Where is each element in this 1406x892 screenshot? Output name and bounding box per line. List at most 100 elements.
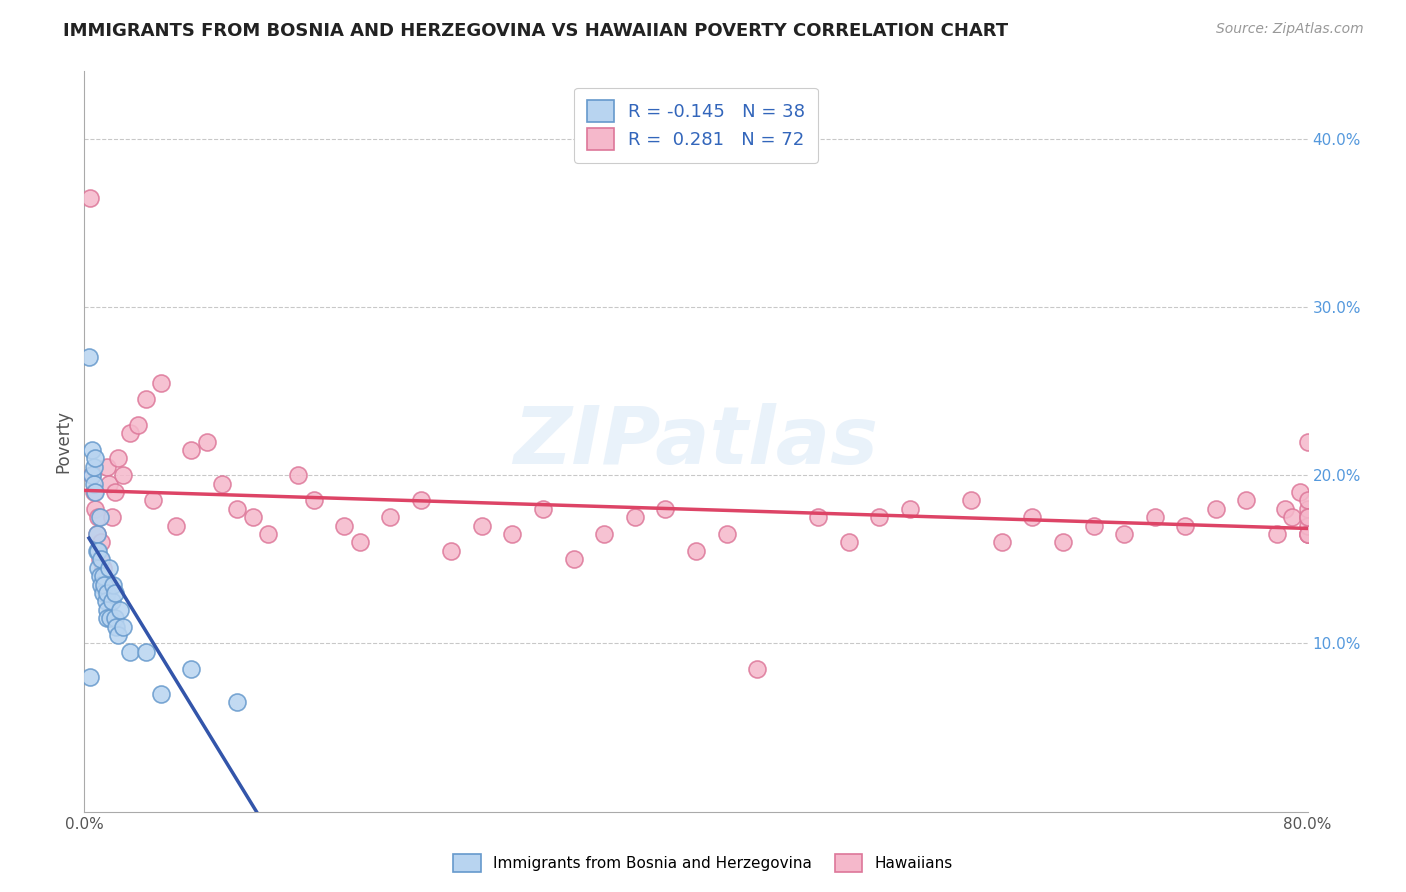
- Point: [1021, 510, 1043, 524]
- Point: [142, 493, 165, 508]
- Y-axis label: Poverty: Poverty: [55, 410, 73, 473]
- Point: [104, 586, 127, 600]
- Point: [1114, 527, 1136, 541]
- Point: [93, 577, 115, 591]
- Text: IMMIGRANTS FROM BOSNIA AND HERZEGOVINA VS HAWAIIAN POVERTY CORRELATION CHART: IMMIGRANTS FROM BOSNIA AND HERZEGOVINA V…: [63, 22, 1008, 40]
- Point: [1083, 518, 1105, 533]
- Point: [226, 695, 249, 709]
- Legend: Immigrants from Bosnia and Herzegovina, Hawaiians: Immigrants from Bosnia and Herzegovina, …: [446, 846, 960, 880]
- Point: [149, 376, 172, 390]
- Point: [195, 434, 218, 449]
- Point: [79, 670, 101, 684]
- Point: [104, 485, 127, 500]
- Text: ZIPatlas: ZIPatlas: [513, 402, 879, 481]
- Point: [135, 392, 157, 407]
- Point: [94, 594, 117, 608]
- Point: [349, 535, 371, 549]
- Point: [180, 442, 202, 457]
- Point: [120, 426, 142, 441]
- Legend: R = -0.145   N = 38, R =  0.281   N = 72: R = -0.145 N = 38, R = 0.281 N = 72: [574, 87, 818, 162]
- Point: [84, 485, 107, 500]
- Point: [79, 190, 101, 204]
- Point: [1052, 535, 1074, 549]
- Point: [1174, 518, 1197, 533]
- Point: [1296, 501, 1319, 516]
- Point: [180, 662, 202, 676]
- Point: [107, 451, 129, 466]
- Text: Source: ZipAtlas.com: Source: ZipAtlas.com: [1216, 22, 1364, 37]
- Point: [120, 645, 142, 659]
- Point: [624, 510, 647, 524]
- Point: [96, 611, 118, 625]
- Point: [86, 527, 108, 541]
- Point: [1296, 510, 1319, 524]
- Point: [471, 518, 494, 533]
- Point: [87, 510, 110, 524]
- Point: [77, 351, 100, 365]
- Point: [807, 510, 830, 524]
- Point: [409, 493, 432, 508]
- Point: [96, 459, 118, 474]
- Point: [1296, 510, 1319, 524]
- Point: [80, 468, 103, 483]
- Point: [89, 510, 111, 524]
- Point: [685, 544, 707, 558]
- Point: [1296, 527, 1319, 541]
- Point: [747, 662, 769, 676]
- Point: [111, 468, 134, 483]
- Point: [1296, 518, 1319, 533]
- Point: [86, 527, 108, 541]
- Point: [211, 476, 233, 491]
- Point: [90, 535, 112, 549]
- Point: [242, 510, 264, 524]
- Point: [1289, 485, 1312, 500]
- Point: [90, 552, 112, 566]
- Point: [440, 544, 463, 558]
- Point: [90, 577, 112, 591]
- Point: [333, 518, 356, 533]
- Point: [135, 645, 157, 659]
- Point: [87, 544, 110, 558]
- Point: [91, 560, 114, 574]
- Point: [87, 560, 110, 574]
- Point: [991, 535, 1014, 549]
- Point: [716, 527, 738, 541]
- Point: [1274, 501, 1296, 516]
- Point: [226, 501, 249, 516]
- Point: [1236, 493, 1258, 508]
- Point: [1205, 501, 1227, 516]
- Point: [104, 611, 127, 625]
- Point: [89, 552, 111, 566]
- Point: [562, 552, 585, 566]
- Point: [83, 485, 105, 500]
- Point: [1296, 527, 1319, 541]
- Point: [84, 451, 107, 466]
- Point: [380, 510, 402, 524]
- Point: [98, 611, 121, 625]
- Point: [97, 476, 120, 491]
- Point: [91, 569, 114, 583]
- Point: [89, 569, 111, 583]
- Point: [107, 628, 129, 642]
- Point: [1265, 527, 1288, 541]
- Point: [91, 586, 114, 600]
- Point: [302, 493, 325, 508]
- Point: [103, 577, 125, 591]
- Point: [165, 518, 187, 533]
- Point: [93, 577, 115, 591]
- Point: [593, 527, 616, 541]
- Point: [101, 594, 124, 608]
- Point: [287, 468, 309, 483]
- Point: [1296, 434, 1319, 449]
- Point: [101, 510, 124, 524]
- Point: [86, 544, 108, 558]
- Point: [97, 560, 120, 574]
- Point: [80, 442, 103, 457]
- Point: [111, 619, 134, 633]
- Point: [108, 603, 131, 617]
- Point: [80, 468, 103, 483]
- Point: [96, 586, 118, 600]
- Point: [127, 417, 149, 432]
- Point: [149, 687, 172, 701]
- Point: [83, 476, 105, 491]
